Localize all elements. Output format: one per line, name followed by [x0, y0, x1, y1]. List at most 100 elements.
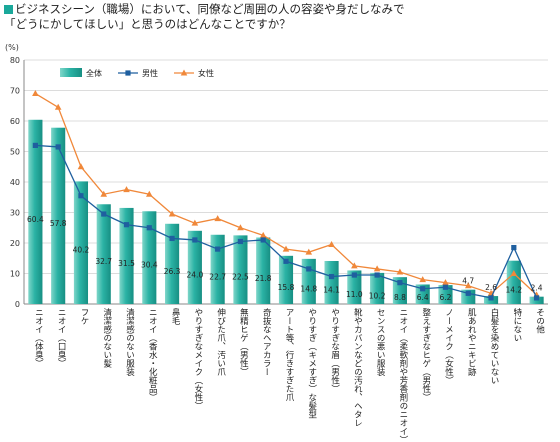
legend-label-total: 全体 — [86, 68, 102, 78]
data-label: 32.7 — [95, 257, 112, 266]
male-point — [55, 144, 61, 150]
bar — [324, 260, 339, 304]
female-point — [54, 103, 62, 110]
y-tick-label: 0 — [15, 300, 20, 309]
bar — [256, 237, 271, 304]
female-point — [146, 190, 153, 197]
bar — [96, 204, 111, 304]
bar — [233, 235, 248, 304]
female-point — [77, 163, 85, 170]
x-tick-label: 無精ヒゲ（男性） — [238, 307, 248, 376]
data-label: 14.1 — [323, 285, 340, 294]
data-label: 8.8 — [394, 293, 406, 302]
data-label: 31.5 — [118, 259, 135, 268]
x-tick-label: ニオイ（香水・化粧品） — [147, 308, 157, 402]
male-point — [351, 272, 357, 278]
bar — [347, 270, 362, 304]
x-tick-label: 鼻毛 — [170, 307, 180, 325]
bar — [142, 211, 157, 304]
male-point — [420, 286, 426, 292]
data-label: 15.8 — [278, 283, 295, 292]
female-point — [328, 241, 335, 248]
x-tick-label: フケ — [79, 308, 89, 325]
x-tick-label: やりすぎなメイク（女性） — [193, 308, 203, 410]
y-tick-label: 50 — [10, 148, 20, 157]
x-tick-label: 肌あれやニキビ跡 — [466, 308, 476, 377]
y-tick-label: 70 — [10, 87, 20, 96]
title-text-1: ビジネスシーン（職場）において、同僚など周囲の人の容姿や身だしなみで — [15, 2, 405, 16]
male-point — [306, 266, 312, 272]
bar — [73, 181, 89, 304]
female-point — [237, 224, 244, 231]
bar — [51, 127, 66, 305]
female-point — [442, 279, 449, 286]
data-label: 2.4 — [531, 284, 543, 293]
x-tick-label: 清潔感のない髪 — [102, 307, 112, 368]
male-point — [192, 237, 198, 243]
male-point — [488, 295, 494, 301]
data-label: 26.3 — [164, 267, 181, 276]
bar — [28, 119, 43, 304]
female-point — [191, 219, 199, 226]
x-tick-label: 靴やカバンなどの汚れ、ヘタレ — [352, 307, 362, 427]
y-tick-label: 20 — [10, 239, 20, 248]
female-point — [305, 248, 313, 255]
data-label: 40.2 — [73, 246, 90, 255]
male-point — [146, 225, 152, 231]
female-point — [214, 215, 221, 222]
x-tick-label: ニオイ（口臭） — [56, 308, 66, 368]
male-point — [123, 222, 130, 228]
bar — [506, 260, 521, 304]
y-tick-label: 80 — [10, 56, 20, 65]
x-tick-label: その他 — [535, 308, 545, 334]
female-point — [464, 282, 472, 289]
title-line-1: ビジネスシーン（職場）において、同僚など周囲の人の容姿や身だしなみで — [4, 2, 556, 17]
bar — [278, 255, 294, 304]
male-point — [465, 290, 471, 296]
male-point — [397, 280, 403, 286]
male-point — [237, 238, 244, 245]
y-unit-label: (%) — [5, 43, 19, 52]
x-tick-label: 奇抜なヘアカラー — [261, 307, 271, 376]
male-point — [511, 244, 517, 251]
female-point — [510, 270, 518, 276]
x-tick-label: ニオイ（柔軟剤や芳香剤のニオイ） — [398, 308, 408, 442]
legend-swatch-bar — [60, 68, 82, 77]
y-tick-label: 60 — [10, 117, 20, 126]
x-tick-label: ノーメイク（女性） — [443, 308, 453, 385]
y-tick-label: 40 — [10, 178, 20, 187]
female-point — [396, 268, 404, 275]
male-point — [260, 237, 266, 243]
data-label: 6.4 — [417, 293, 429, 302]
bar — [461, 289, 476, 304]
x-tick-label: 伸びた爪、汚い爪 — [216, 307, 226, 376]
title-line-2: 「どうにかしてほしい」と思うのはどんなことですか？ — [4, 17, 291, 31]
male-point — [169, 235, 175, 242]
female-point — [168, 210, 176, 217]
x-tick-label: 白髪を染めていない — [489, 307, 499, 384]
data-label: 57.8 — [50, 219, 67, 228]
female-point — [419, 276, 426, 283]
legend-marker-female — [180, 69, 188, 76]
x-tick-label: 整えすぎなヒゲ（男性） — [421, 307, 431, 401]
female-point — [282, 245, 290, 252]
bar — [210, 234, 225, 304]
x-tick-label: センスの悪い服装 — [375, 308, 385, 377]
bar — [187, 230, 202, 304]
bar — [165, 223, 180, 304]
bar — [415, 284, 430, 304]
x-tick-label: 特にない — [512, 307, 522, 342]
female-point — [123, 186, 130, 193]
data-label: 60.4 — [27, 215, 44, 224]
male-point — [328, 273, 335, 280]
data-label: 4.7 — [462, 277, 474, 286]
bar — [119, 207, 134, 304]
x-tick-label: ニオイ（体臭） — [33, 308, 43, 368]
data-label: 14.2 — [505, 285, 522, 294]
legend-label-female: 女性 — [198, 68, 214, 78]
bar — [370, 272, 385, 304]
x-tick-label: やりすぎ（キメすぎ）な髪型 — [307, 308, 317, 419]
male-point — [534, 295, 540, 301]
legend-marker-male — [125, 70, 131, 76]
